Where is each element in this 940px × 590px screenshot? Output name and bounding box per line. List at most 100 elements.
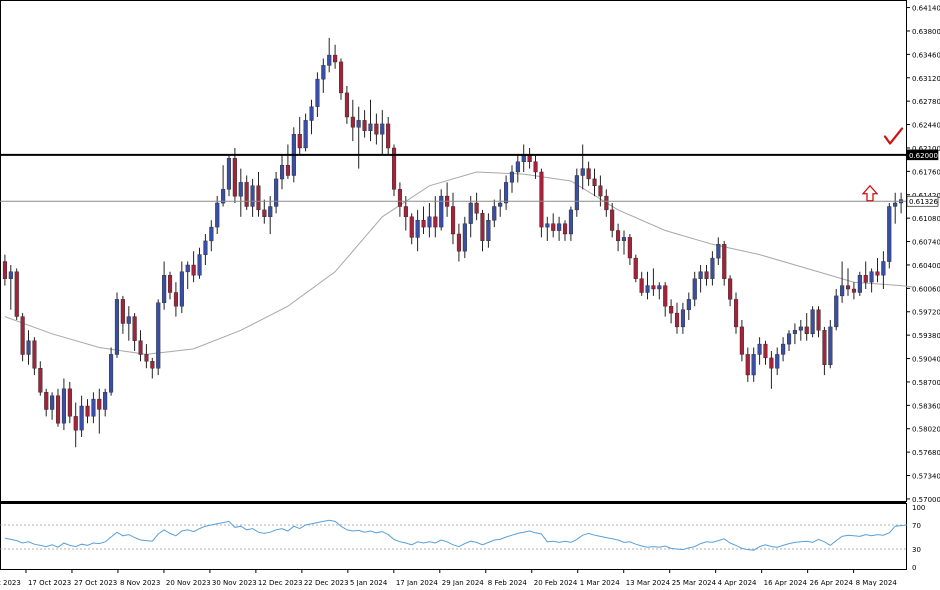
candle	[321, 58, 326, 93]
indicator-panel: 100 70 30 0	[0, 503, 925, 572]
candle	[344, 86, 350, 124]
indicator-tick-label: 0	[912, 564, 916, 572]
candle	[787, 330, 792, 351]
candle-body-up	[185, 264, 190, 273]
candle	[380, 110, 385, 155]
candle-body-down	[2, 261, 7, 279]
candle	[557, 216, 562, 241]
candle	[256, 172, 261, 217]
candle-body-down	[456, 233, 462, 252]
candle	[822, 326, 827, 376]
candle	[250, 178, 255, 217]
candle-body-down	[451, 206, 456, 235]
candle	[114, 292, 119, 358]
candle	[315, 72, 320, 117]
candle-body-up	[356, 120, 361, 128]
current-price-box	[906, 195, 939, 207]
candle-body-down	[604, 195, 609, 211]
candle	[456, 223, 462, 262]
time-tick-label: 5 Oct 2023	[0, 579, 21, 586]
candle-body-down	[633, 257, 638, 279]
candle	[704, 265, 709, 286]
candle-body-up	[415, 219, 420, 238]
candle-body-down	[627, 237, 632, 259]
candle-body-down	[675, 312, 680, 328]
candle	[621, 230, 626, 255]
candle-body-down	[846, 285, 851, 290]
candle-body-up	[179, 271, 184, 307]
candle-body-up	[686, 299, 691, 310]
candle	[775, 347, 780, 376]
indicator-border	[0, 503, 907, 570]
candle	[875, 258, 880, 283]
candle	[67, 381, 72, 424]
candle	[657, 282, 662, 300]
candle-body-down	[362, 120, 367, 131]
candle	[669, 299, 674, 324]
candle	[185, 261, 190, 289]
candle	[798, 320, 803, 341]
candle	[893, 192, 898, 224]
candle	[8, 265, 13, 310]
candle-body-down	[669, 306, 674, 314]
candle-body-down	[863, 275, 868, 283]
candle-body-up	[238, 182, 243, 197]
candle	[339, 58, 344, 100]
price-tick-label: 0.61420	[912, 192, 940, 200]
candle-body-up	[327, 54, 332, 66]
candle	[810, 306, 815, 338]
candle	[604, 189, 609, 217]
candle-body-down	[539, 171, 544, 228]
candle-body-down	[822, 330, 827, 365]
candle	[439, 189, 444, 231]
candle-body-down	[616, 230, 621, 242]
time-tick-label: 5 Jan 2024	[350, 579, 388, 586]
candle	[515, 154, 520, 183]
candle-body-up	[221, 189, 226, 204]
candle-body-up	[515, 161, 520, 173]
candle-body-down	[875, 271, 880, 276]
candle	[126, 306, 131, 341]
candle-body-up	[103, 392, 108, 410]
price-tick-label: 0.63460	[912, 51, 940, 59]
price-tick-label: 0.63120	[912, 75, 940, 83]
candle-body-up	[439, 195, 444, 228]
candle-body-up	[250, 185, 255, 207]
candle	[268, 196, 273, 234]
candle-body-up	[79, 405, 84, 431]
candle	[280, 154, 285, 190]
candle	[73, 402, 78, 448]
candle	[368, 99, 373, 142]
candle-body-down	[610, 209, 615, 231]
price-tick-label: 0.62100	[912, 145, 940, 153]
candle	[509, 165, 515, 193]
candle-body-up	[303, 120, 308, 149]
candle-body-up	[203, 240, 208, 255]
candle-body-up	[162, 275, 167, 303]
main-chart-frame	[0, 0, 907, 503]
candle-body-down	[350, 116, 355, 128]
candle-body-up	[710, 257, 715, 279]
candle-body-up	[215, 202, 220, 228]
candle-body-up	[315, 78, 320, 107]
candle-body-up	[757, 343, 762, 355]
candle-body-up	[108, 354, 114, 393]
candle	[262, 199, 267, 224]
candle-body-down	[739, 326, 744, 355]
candle-body-down	[704, 271, 709, 279]
candle-body-down	[763, 343, 768, 359]
time-tick-label: 20 Nov 2023	[166, 579, 211, 586]
candle	[215, 196, 220, 234]
time-tick-label: 16 Apr 2024	[764, 579, 808, 586]
price-tick-label: 0.58360	[912, 402, 940, 410]
candle	[38, 361, 43, 396]
price-tick-label: 0.58020	[912, 426, 940, 434]
candle-body-up	[574, 175, 579, 211]
main-plot-border	[0, 0, 907, 502]
candle	[574, 168, 579, 217]
current-price-label: 0.61326	[909, 198, 938, 206]
indicator-tick-label: 30	[912, 546, 921, 554]
candle	[397, 182, 403, 217]
candle	[804, 313, 809, 341]
candle-body-down	[639, 278, 644, 293]
